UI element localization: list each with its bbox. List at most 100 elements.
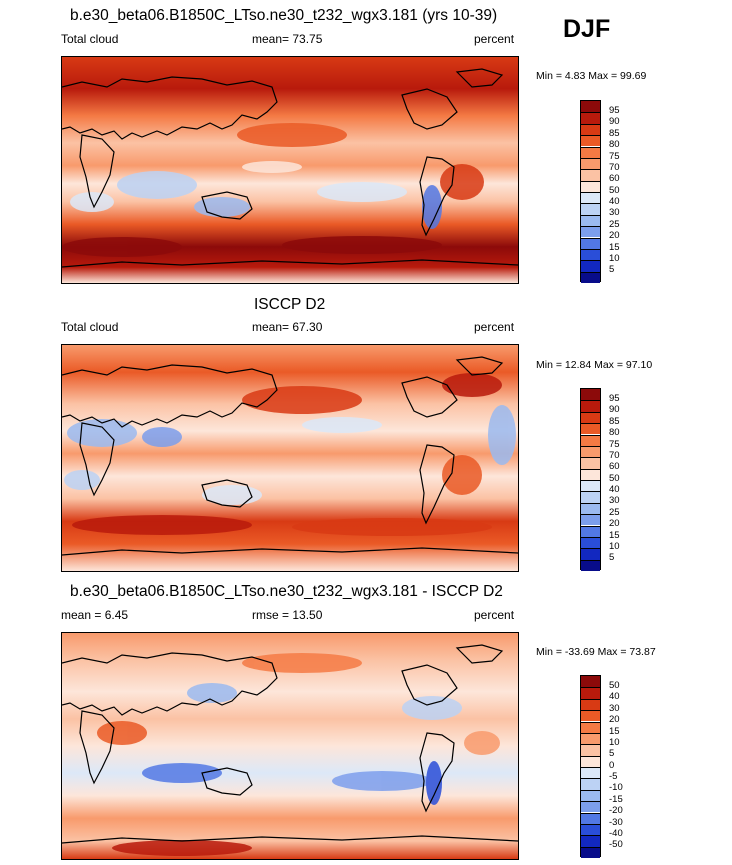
panel-2-colorbar-tick: 75 — [609, 438, 620, 450]
panel-2-colorbar-cell — [581, 548, 600, 560]
panel-2-colorbar-tick: 25 — [609, 506, 620, 518]
panel-2-center-label: mean= 67.30 — [252, 320, 323, 334]
panel-3-colorbar-cell — [581, 767, 600, 779]
panel-1-map — [61, 56, 519, 284]
panel-2-colorbar-cell — [581, 411, 600, 424]
panel-2-colorbar-cell — [581, 400, 600, 412]
season-label: DJF — [563, 15, 611, 43]
panel-3-colorbar-tick: 50 — [609, 680, 620, 691]
panel-1-colorbar-tick: 40 — [609, 196, 620, 207]
panel-2-colorbar-tick: 40 — [609, 484, 620, 495]
panel-1-colorbar-tick: 80 — [609, 139, 620, 151]
panel-3-colorbar-cell — [581, 801, 600, 813]
panel-3-colorbar-cell — [581, 835, 600, 847]
panel-2-colorbar-tick: 20 — [609, 518, 620, 530]
panel-1-colorbar-tick: 30 — [609, 207, 620, 219]
panel-3-colorbar-cell — [581, 698, 600, 711]
panel-2-colorbar-tick: 30 — [609, 495, 620, 507]
panel-3-colorbar-cell — [581, 732, 600, 745]
panel-1-colorbar-cell — [581, 135, 600, 147]
panel-1-colorbar-cell — [581, 237, 600, 249]
panel-3-colorbar-tick: 5 — [609, 748, 615, 760]
panel-3-colorbar-cell — [581, 755, 600, 767]
panel-2-low-cloud-regions — [64, 405, 516, 505]
panel-1-colorbar-cell — [581, 112, 600, 124]
panel-3-colorbar-tick: 10 — [609, 736, 620, 748]
panel-1-high-cloud-regions — [62, 123, 484, 257]
panel-2-map — [61, 344, 519, 572]
panel-3-colorbar-tick: 15 — [609, 725, 620, 737]
panel-3-colorbar-cell — [581, 687, 600, 699]
panel-3-colorbar-cell — [581, 744, 600, 756]
panel-2-colorbar-tick: 90 — [609, 404, 620, 416]
panel-3-colorbar-tick: -10 — [609, 782, 623, 794]
panel-2-colorbar-tick: 70 — [609, 449, 620, 461]
panel-3-positive-regions — [97, 653, 500, 856]
panel-1-low-cloud-regions — [70, 161, 442, 229]
panel-2-colorbar-tick: 95 — [609, 393, 620, 404]
panel-3-colorbar-cell — [581, 812, 600, 824]
panel-2-colorbar-cell — [581, 480, 600, 492]
panel-2-colorbar-cell — [581, 536, 600, 549]
panel-1-colorbar-cell — [581, 192, 600, 204]
panel-2-colorbar — [580, 388, 601, 571]
panel-1-colorbar-tick: 75 — [609, 150, 620, 162]
panel-1-title: b.e30_beta06.B1850C_LTso.ne30_t232_wgx3.… — [70, 7, 498, 24]
panel-1-colorbar-cell — [581, 101, 600, 113]
panel-2-colorbar-tick: 50 — [609, 472, 620, 484]
panel-1-center-label: mean= 73.75 — [252, 32, 323, 46]
panel-2-colorbar-tick: 5 — [609, 552, 615, 564]
panel-3-title: b.e30_beta06.B1850C_LTso.ne30_t232_wgx3.… — [70, 583, 503, 600]
panel-2-colorbar-cell — [581, 502, 600, 515]
panel-1-colorbar-tick: 90 — [609, 116, 620, 128]
panel-3-colorbar-tick: -30 — [609, 816, 623, 828]
panel-1-colorbar-tick: 85 — [609, 127, 620, 139]
panel-2-colorbar-tick: 15 — [609, 529, 620, 541]
panel-2-colorbar-cell — [581, 468, 600, 480]
panel-2-right-label: percent — [474, 320, 515, 334]
panel-2-colorbar-cell — [581, 457, 600, 469]
panel-1-colorbar-tick: 60 — [609, 173, 620, 185]
panel-1-colorbar-cell — [581, 180, 600, 192]
panel-1-left-label: Total cloud — [61, 32, 119, 46]
panel-2-colorbar-cell — [581, 514, 600, 526]
panel-3-colorbar-tick: -15 — [609, 793, 623, 805]
panel-1-coastlines — [62, 68, 518, 268]
panel-3-map — [61, 632, 519, 860]
panel-2-colorbar-cell — [581, 525, 600, 537]
panel-2-colorbar-tick: 10 — [609, 540, 620, 552]
panel-1-colorbar-cell — [581, 226, 600, 238]
panel-3-coastlines — [62, 644, 518, 844]
panel-2-coastlines — [62, 356, 518, 556]
panel-2-colorbar-cell — [581, 423, 600, 435]
panel-3-left-label: mean = 6.45 — [61, 608, 129, 622]
panel-2-colorbar-cell — [581, 389, 600, 401]
panel-2-colorbar-tick: 60 — [609, 461, 620, 473]
panel-1-colorbar-cell — [581, 157, 600, 170]
panel-3-minmax: Min = -33.69 Max = 73.87 — [536, 646, 656, 658]
panel-1-colorbar-tick: 25 — [609, 218, 620, 230]
panel-3-colorbar-tick: -20 — [609, 805, 623, 817]
panel-3-colorbar-tick: -50 — [609, 839, 623, 851]
panel-1-colorbar-cell — [581, 248, 600, 261]
panel-2-colorbar-cell — [581, 559, 600, 571]
panel-1-minmax: Min = 4.83 Max = 99.69 — [536, 70, 647, 82]
panel-1-colorbar-tick: 70 — [609, 161, 620, 173]
panel-3-colorbar-tick: -40 — [609, 827, 623, 839]
panel-1-colorbar-cell — [581, 169, 600, 181]
panel-2-colorbar-tick: 85 — [609, 415, 620, 427]
panel-2-colorbar-cell — [581, 434, 600, 446]
panel-1-colorbar-tick: 95 — [609, 105, 620, 116]
panel-3-colorbar-cell — [581, 789, 600, 802]
panel-3-colorbar-cell — [581, 676, 600, 688]
panel-1-colorbar-cell — [581, 203, 600, 215]
panel-3-center-label: rmse = 13.50 — [252, 608, 323, 622]
panel-3-colorbar-tick: 30 — [609, 702, 620, 714]
panel-3-colorbar-cell — [581, 721, 600, 733]
panel-2-colorbar-tick: 80 — [609, 427, 620, 439]
panel-1-colorbar-tick: 10 — [609, 252, 620, 264]
panel-3-colorbar-tick: -5 — [609, 771, 618, 782]
panel-3-right-label: percent — [474, 608, 515, 622]
panel-2-high-cloud-regions — [72, 373, 502, 536]
panel-3-colorbar-tick: 40 — [609, 691, 620, 703]
